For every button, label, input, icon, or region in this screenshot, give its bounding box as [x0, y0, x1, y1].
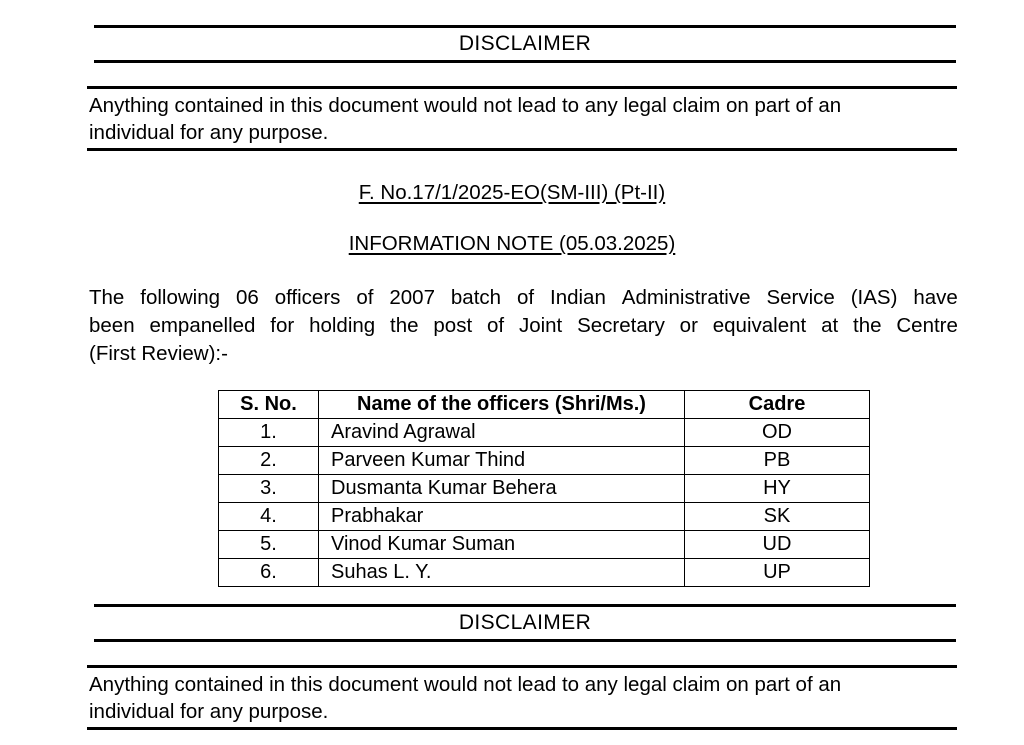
cell-name: Dusmanta Kumar Behera	[318, 474, 685, 503]
cell-name: Vinod Kumar Suman	[318, 530, 685, 559]
bottom-disclaimer-title: DISCLAIMER	[458, 611, 592, 634]
cell-sno: 3.	[218, 474, 319, 503]
information-note-heading: INFORMATION NOTE (05.03.2025)	[0, 231, 1024, 257]
table-header-sno: S. No.	[218, 390, 319, 419]
table-row: 5. Vinod Kumar Suman UD	[218, 530, 870, 559]
information-note-text: INFORMATION NOTE (05.03.2025)	[348, 232, 676, 255]
paragraph-line-3: (First Review):-	[89, 342, 228, 365]
paragraph-line-2: been empanelled for holding the post of Joint Se…	[89, 314, 958, 337]
cell-sno: 6.	[218, 558, 319, 587]
top-disclaimer-text-line-2: individual for any purpose.	[89, 121, 329, 144]
top-disclaimer-title: DISCLAIMER	[458, 32, 592, 55]
table-header-cadre: Cadre	[684, 390, 870, 419]
table-header-row: S. No. Name of the officers (Shri/Ms.) C…	[218, 390, 870, 419]
officers-table: S. No. Name of the officers (Shri/Ms.) C…	[218, 390, 870, 587]
top-disclaimer-rule-below	[94, 60, 956, 63]
table-header-name: Name of the officers (Shri/Ms.)	[318, 390, 685, 419]
table-row: 6. Suhas L. Y. UP	[218, 558, 870, 587]
cell-sno: 2.	[218, 446, 319, 475]
cell-cadre: UP	[684, 558, 870, 587]
top-disclaimer-rule-above	[94, 25, 956, 28]
bottom-disclaimer-text-line-2: individual for any purpose.	[89, 700, 329, 723]
bottom-disclaimer-text: Anything contained in this document woul…	[89, 671, 958, 725]
bottom-disclaimer-text-rule-below	[87, 727, 957, 730]
file-number-heading: F. No.17/1/2025-EO(SM-III) (Pt-II)	[0, 180, 1024, 206]
top-disclaimer-text: Anything contained in this document woul…	[89, 92, 958, 146]
cell-sno: 5.	[218, 530, 319, 559]
cell-sno: 1.	[218, 418, 319, 447]
top-disclaimer-text-rule-below	[87, 148, 957, 151]
file-number-text: F. No.17/1/2025-EO(SM-III) (Pt-II)	[358, 181, 666, 204]
cell-cadre: UD	[684, 530, 870, 559]
bottom-disclaimer-text-rule-above	[87, 665, 957, 668]
bottom-disclaimer-text-line-1: Anything contained in this document woul…	[89, 673, 842, 696]
cell-cadre: PB	[684, 446, 870, 475]
bottom-disclaimer-rule-above	[94, 604, 956, 607]
table-row: 4. Prabhakar SK	[218, 502, 870, 531]
top-disclaimer-text-line-1: Anything contained in this document woul…	[89, 94, 842, 117]
table-row: 1. Aravind Agrawal OD	[218, 418, 870, 447]
top-disclaimer-text-rule-above	[87, 86, 957, 89]
cell-cadre: OD	[684, 418, 870, 447]
paragraph-line-1: The following 06 officers of 2007 batch of India…	[89, 286, 958, 309]
cell-name: Aravind Agrawal	[318, 418, 685, 447]
cell-name: Suhas L. Y.	[318, 558, 685, 587]
cell-cadre: HY	[684, 474, 870, 503]
cell-sno: 4.	[218, 502, 319, 531]
table-row: 3. Dusmanta Kumar Behera HY	[218, 474, 870, 503]
table-row: 2. Parveen Kumar Thind PB	[218, 446, 870, 475]
cell-name: Prabhakar	[318, 502, 685, 531]
bottom-disclaimer-rule-below	[94, 639, 956, 642]
empanelment-paragraph: The following 06 officers of 2007 batch of India…	[89, 284, 958, 368]
cell-name: Parveen Kumar Thind	[318, 446, 685, 475]
cell-cadre: SK	[684, 502, 870, 531]
